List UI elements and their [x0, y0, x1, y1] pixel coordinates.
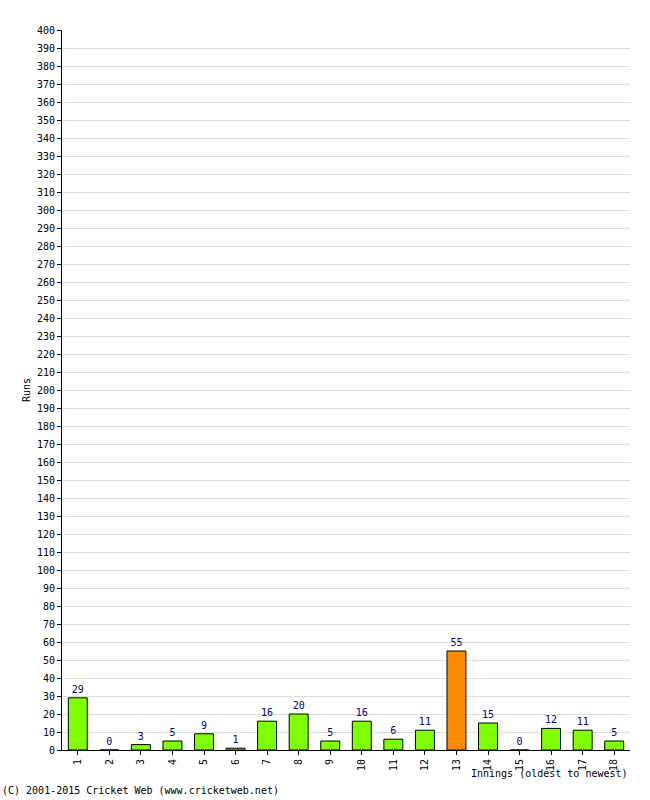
svg-text:340: 340: [37, 133, 55, 144]
svg-text:6: 6: [230, 759, 241, 765]
svg-text:230: 230: [37, 331, 55, 342]
svg-text:190: 190: [37, 403, 55, 414]
svg-text:80: 80: [43, 601, 55, 612]
svg-text:17: 17: [577, 759, 588, 771]
svg-text:3: 3: [135, 759, 146, 765]
svg-text:50: 50: [43, 655, 55, 666]
svg-text:130: 130: [37, 511, 55, 522]
svg-text:180: 180: [37, 421, 55, 432]
svg-text:400: 400: [37, 25, 55, 36]
svg-text:5: 5: [169, 727, 175, 738]
svg-text:150: 150: [37, 475, 55, 486]
svg-text:7: 7: [261, 759, 272, 765]
svg-text:20: 20: [293, 700, 305, 711]
svg-text:290: 290: [37, 223, 55, 234]
svg-text:16: 16: [356, 707, 368, 718]
svg-text:13: 13: [451, 759, 462, 771]
svg-text:110: 110: [37, 547, 55, 558]
svg-text:5: 5: [327, 727, 333, 738]
svg-text:0: 0: [106, 736, 112, 747]
svg-text:29: 29: [72, 684, 84, 695]
svg-text:160: 160: [37, 457, 55, 468]
svg-text:350: 350: [37, 115, 55, 126]
svg-text:210: 210: [37, 367, 55, 378]
svg-text:360: 360: [37, 97, 55, 108]
svg-text:5: 5: [198, 759, 209, 765]
svg-text:55: 55: [450, 637, 462, 648]
svg-text:70: 70: [43, 619, 55, 630]
svg-text:16: 16: [261, 707, 273, 718]
svg-text:120: 120: [37, 529, 55, 540]
svg-text:6: 6: [390, 725, 396, 736]
svg-text:1: 1: [72, 759, 83, 765]
svg-text:0: 0: [49, 745, 55, 756]
svg-text:310: 310: [37, 187, 55, 198]
svg-text:9: 9: [324, 759, 335, 765]
svg-text:380: 380: [37, 61, 55, 72]
svg-text:Innings (oldest to newest): Innings (oldest to newest): [471, 768, 628, 779]
svg-text:0: 0: [517, 736, 523, 747]
svg-text:10: 10: [356, 759, 367, 771]
svg-text:270: 270: [37, 259, 55, 270]
svg-text:4: 4: [167, 759, 178, 765]
svg-text:12: 12: [545, 714, 557, 725]
svg-text:2: 2: [104, 759, 115, 765]
svg-text:11: 11: [577, 716, 589, 727]
svg-text:240: 240: [37, 313, 55, 324]
svg-text:1: 1: [233, 734, 239, 745]
svg-text:330: 330: [37, 151, 55, 162]
svg-text:90: 90: [43, 583, 55, 594]
svg-text:15: 15: [482, 709, 494, 720]
svg-text:390: 390: [37, 43, 55, 54]
svg-text:18: 18: [608, 759, 619, 771]
svg-text:10: 10: [43, 727, 55, 738]
svg-text:60: 60: [43, 637, 55, 648]
svg-text:9: 9: [201, 720, 207, 731]
svg-text:100: 100: [37, 565, 55, 576]
svg-text:170: 170: [37, 439, 55, 450]
svg-text:30: 30: [43, 691, 55, 702]
svg-text:260: 260: [37, 277, 55, 288]
svg-text:5: 5: [611, 727, 617, 738]
svg-text:280: 280: [37, 241, 55, 252]
svg-text:8: 8: [293, 759, 304, 765]
svg-text:300: 300: [37, 205, 55, 216]
svg-text:12: 12: [419, 759, 430, 771]
svg-text:11: 11: [419, 716, 431, 727]
svg-text:(C) 2001-2015 Cricket Web (www: (C) 2001-2015 Cricket Web (www.cricketwe…: [2, 785, 279, 796]
svg-text:Runs: Runs: [21, 378, 32, 402]
svg-text:200: 200: [37, 385, 55, 396]
svg-text:40: 40: [43, 673, 55, 684]
svg-text:370: 370: [37, 79, 55, 90]
svg-text:140: 140: [37, 493, 55, 504]
svg-text:320: 320: [37, 169, 55, 180]
svg-text:16: 16: [545, 759, 556, 771]
svg-text:220: 220: [37, 349, 55, 360]
svg-text:250: 250: [37, 295, 55, 306]
svg-text:14: 14: [482, 759, 493, 771]
svg-text:11: 11: [388, 759, 399, 771]
svg-text:3: 3: [138, 731, 144, 742]
svg-text:15: 15: [514, 759, 525, 771]
svg-text:20: 20: [43, 709, 55, 720]
